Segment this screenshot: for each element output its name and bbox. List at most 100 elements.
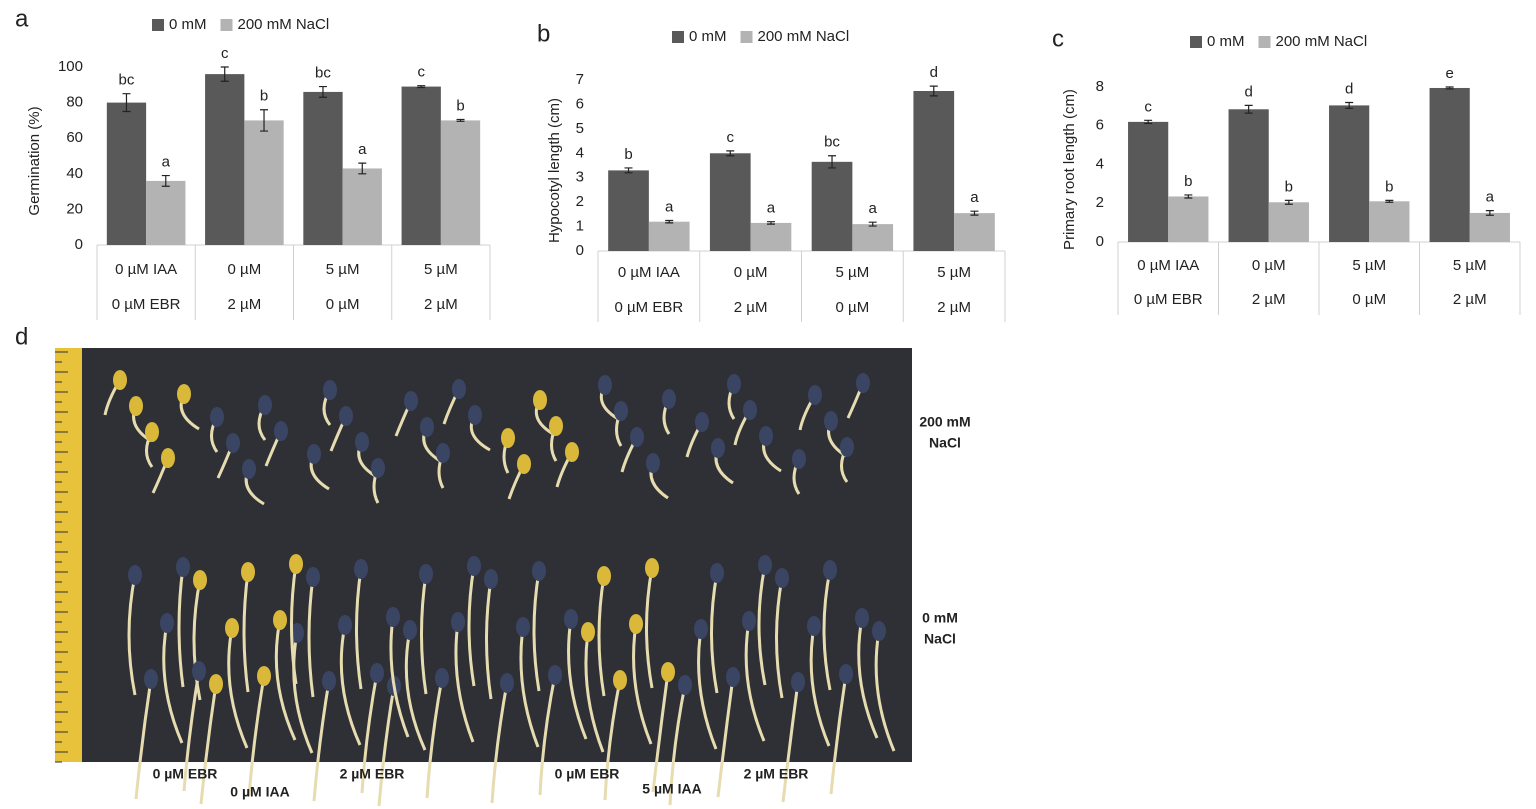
error-bar [828, 155, 837, 169]
significance-letter: a [970, 189, 979, 206]
seed [322, 671, 336, 691]
x-tick-label: 2 µM [228, 296, 262, 313]
seedling-root [809, 625, 831, 747]
seed [339, 406, 353, 426]
y-axis-label: Germination (%) [26, 106, 43, 215]
seed [824, 411, 838, 431]
bar [954, 213, 995, 251]
ebr-label: 2 µM EBR [340, 766, 405, 782]
significance-letter: b [1385, 178, 1393, 195]
seed [808, 385, 822, 405]
significance-letter: b [1285, 178, 1293, 195]
seedling-root [339, 624, 362, 746]
seedling-root [567, 618, 588, 740]
bar [303, 91, 343, 245]
seed [323, 380, 337, 400]
error-bar [624, 167, 633, 174]
significance-letter: d [1345, 80, 1353, 97]
seed [403, 620, 417, 640]
seedling-root [874, 630, 896, 752]
seed [144, 669, 158, 689]
seed [613, 670, 627, 690]
x-tick-label: 5 µM [326, 261, 360, 278]
bar [852, 224, 894, 251]
x-tick-label: 0 µM EBR [112, 296, 181, 313]
seed [597, 566, 611, 586]
error-bar [1144, 119, 1153, 125]
seed [695, 412, 709, 432]
bar [1228, 109, 1269, 242]
bar [440, 120, 481, 245]
legend-label: 200 mM NaCl [1276, 33, 1368, 50]
seedling-root [467, 565, 476, 687]
significance-letter: a [162, 154, 171, 171]
y-tick-label: 100 [58, 58, 83, 75]
seedling-root [274, 619, 297, 741]
panel-label: b [537, 20, 550, 47]
seedling-root [584, 631, 605, 753]
x-tick-label: 5 µM [937, 264, 971, 281]
x-tick-label: 0 µM IAA [1137, 257, 1199, 274]
seedling-root [307, 576, 315, 698]
seed [210, 407, 224, 427]
y-tick-label: 1 [576, 218, 584, 235]
seedling-root [290, 563, 298, 685]
x-tick-label: 0 µM IAA [115, 261, 177, 278]
legend-label: 200 mM NaCl [758, 28, 850, 45]
seed [581, 622, 595, 642]
seed [517, 454, 531, 474]
seed [646, 453, 660, 473]
error-bar [260, 109, 269, 132]
seed [192, 661, 206, 681]
legend-swatch [672, 31, 684, 43]
seedling-root [355, 568, 363, 690]
seed [484, 569, 498, 589]
seed [662, 389, 676, 409]
x-tick-label: 2 µM [424, 296, 458, 313]
seed [548, 665, 562, 685]
seedling-root [177, 566, 185, 688]
y-tick-label: 2 [576, 193, 584, 210]
y-tick-label: 20 [66, 200, 83, 217]
seed [273, 610, 287, 630]
bar [106, 102, 147, 245]
seedling-root [162, 622, 184, 744]
seed [501, 428, 515, 448]
panel-label: a [15, 5, 29, 32]
error-bar [868, 221, 877, 227]
legend-swatch [740, 31, 753, 43]
error-bar [766, 221, 775, 225]
x-tick-label: 2 µM [937, 299, 971, 316]
x-tick-label: 0 µM [1352, 291, 1386, 308]
error-bar [358, 162, 367, 175]
seedling-root [490, 682, 509, 804]
significance-letter: a [767, 200, 776, 217]
significance-letter: b [260, 88, 268, 105]
bar [205, 74, 245, 246]
seedling-root [292, 632, 314, 754]
seed [564, 609, 578, 629]
bar [401, 86, 441, 245]
error-bar [929, 85, 938, 97]
error-bar [1284, 199, 1293, 205]
bar [648, 221, 690, 251]
seedling-root [829, 673, 848, 795]
photo-background [80, 348, 912, 762]
seed [598, 375, 612, 395]
error-bar [318, 85, 327, 98]
significance-letter: b [1184, 173, 1192, 190]
panel-label: c [1052, 25, 1064, 52]
seedling-root [538, 674, 557, 796]
ruler [55, 348, 82, 762]
seed [468, 405, 482, 425]
seed [226, 433, 240, 453]
significance-letter: bc [119, 72, 135, 89]
bar [811, 161, 853, 251]
legend-label: 0 mM [169, 16, 207, 33]
seedling-root [857, 617, 879, 739]
y-tick-label: 6 [576, 95, 584, 112]
seed [630, 427, 644, 447]
error-bar [161, 174, 170, 187]
x-tick-label: 0 µM IAA [618, 264, 680, 281]
